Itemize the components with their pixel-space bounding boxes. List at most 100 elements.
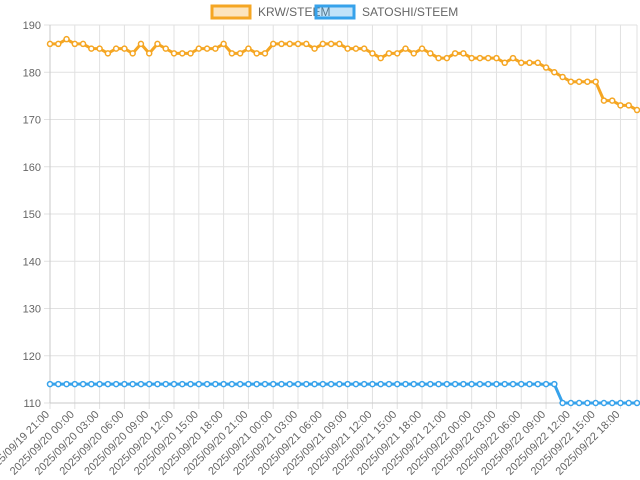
data-point-krw — [294, 40, 302, 48]
data-point-satoshi — [484, 380, 492, 388]
data-point-krw — [360, 45, 368, 52]
data-point-satoshi — [104, 380, 112, 388]
data-point-krw — [319, 40, 327, 48]
y-tick-label: 180 — [23, 67, 41, 79]
data-point-krw — [88, 45, 95, 52]
data-point-satoshi — [195, 380, 203, 388]
data-point-satoshi — [344, 380, 351, 388]
data-point-satoshi — [253, 380, 260, 388]
legend-label-satoshi[interactable]: SATOSHI/STEEM — [362, 5, 458, 19]
data-point-satoshi — [170, 380, 178, 388]
data-point-satoshi — [360, 380, 368, 388]
data-point-satoshi — [402, 380, 409, 388]
data-point-satoshi — [435, 380, 442, 388]
data-point-satoshi — [518, 380, 525, 388]
data-point-krw — [71, 40, 79, 48]
data-point-krw — [236, 50, 244, 57]
data-point-satoshi — [145, 380, 153, 388]
legend-label-krw[interactable]: KRW/STEEM — [258, 5, 330, 19]
data-point-krw — [476, 54, 484, 62]
data-point-krw — [212, 45, 219, 52]
legend-swatch-krw[interactable] — [210, 4, 252, 20]
data-point-satoshi — [137, 380, 145, 388]
data-point-krw — [617, 102, 624, 109]
data-point-krw — [96, 45, 103, 52]
data-point-satoshi — [79, 380, 87, 388]
data-point-krw — [145, 50, 153, 57]
data-point-satoshi — [129, 380, 136, 388]
data-point-krw — [418, 45, 426, 52]
series-lines — [46, 35, 640, 407]
data-point-satoshi — [112, 380, 120, 388]
data-point-satoshi — [46, 380, 54, 388]
data-point-krw — [154, 40, 161, 48]
data-point-satoshi — [427, 380, 434, 388]
data-point-krw — [245, 45, 252, 52]
data-point-krw — [625, 102, 632, 109]
legend-item-krw[interactable]: KRW/STEEM — [210, 4, 330, 20]
data-point-satoshi — [162, 380, 169, 388]
data-point-satoshi — [567, 399, 575, 407]
legend-item-satoshi[interactable]: SATOSHI/STEEM — [314, 4, 458, 20]
data-point-satoshi — [245, 380, 252, 388]
data-point-satoshi — [633, 399, 640, 407]
gridlines — [44, 24, 638, 409]
data-point-satoshi — [278, 380, 285, 388]
data-point-krw — [435, 54, 442, 62]
y-tick-label: 140 — [23, 256, 41, 268]
data-point-satoshi — [625, 399, 632, 407]
y-tick-label: 170 — [23, 115, 41, 127]
data-point-satoshi — [96, 380, 103, 388]
data-point-satoshi — [261, 380, 269, 388]
y-tick-label: 150 — [23, 209, 41, 221]
data-point-krw — [261, 50, 269, 57]
data-point-satoshi — [377, 380, 384, 388]
data-point-krw — [286, 40, 294, 48]
data-point-satoshi — [294, 380, 302, 388]
data-point-satoshi — [559, 399, 566, 407]
legend-swatch-satoshi[interactable] — [314, 4, 356, 20]
data-point-krw — [575, 78, 583, 85]
data-point-satoshi — [443, 380, 451, 388]
data-point-krw — [179, 50, 186, 57]
data-point-satoshi — [269, 380, 277, 388]
data-point-satoshi — [385, 380, 393, 388]
data-point-krw — [468, 54, 475, 62]
data-point-satoshi — [418, 380, 426, 388]
data-point-krw — [311, 45, 318, 52]
data-point-krw — [567, 78, 575, 85]
data-point-krw — [352, 45, 360, 52]
data-point-krw — [484, 54, 492, 62]
data-point-satoshi — [584, 399, 591, 407]
data-point-krw — [121, 45, 128, 52]
data-point-krw — [129, 50, 136, 57]
data-point-krw — [501, 59, 508, 67]
data-point-krw — [427, 50, 434, 57]
data-point-satoshi — [592, 399, 599, 407]
data-point-krw — [327, 40, 335, 48]
data-point-satoshi — [212, 380, 219, 388]
data-point-satoshi — [220, 380, 227, 388]
y-tick-label: 130 — [23, 304, 41, 316]
data-point-krw — [228, 50, 236, 57]
data-point-krw — [551, 69, 558, 76]
data-point-satoshi — [617, 399, 624, 407]
data-point-krw — [493, 54, 500, 62]
legend[interactable]: KRW/STEEM SATOSHI/STEEM — [210, 4, 458, 20]
data-point-satoshi — [228, 380, 236, 388]
data-point-satoshi — [534, 380, 542, 388]
data-point-satoshi — [551, 380, 558, 388]
data-point-krw — [592, 78, 599, 85]
data-point-krw — [369, 50, 376, 57]
data-point-satoshi — [608, 399, 616, 407]
data-point-satoshi — [187, 380, 194, 388]
data-point-satoshi — [154, 380, 161, 388]
data-point-satoshi — [468, 380, 475, 388]
data-point-satoshi — [179, 380, 186, 388]
data-point-satoshi — [336, 380, 343, 388]
data-point-satoshi — [319, 380, 327, 388]
y-tick-label: 120 — [23, 351, 41, 363]
y-tick-label: 110 — [23, 398, 41, 410]
